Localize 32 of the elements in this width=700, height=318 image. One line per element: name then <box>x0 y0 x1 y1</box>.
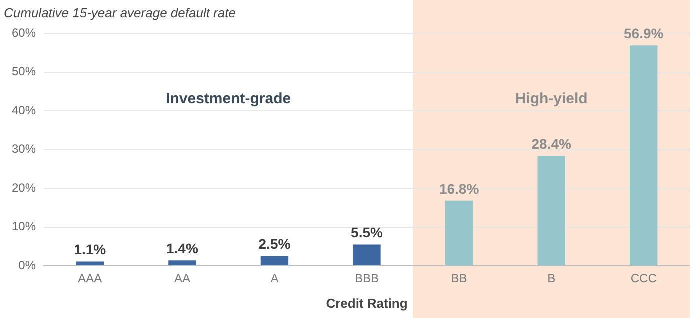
x-tick-label: A <box>270 272 279 286</box>
y-tick-label: 10% <box>12 220 36 234</box>
data-label: 2.5% <box>258 236 292 252</box>
data-label: 1.1% <box>74 242 107 258</box>
x-tick-label: AAA <box>78 272 102 286</box>
bar <box>168 260 196 266</box>
x-tick-label: BB <box>451 272 468 286</box>
y-tick-label: 60% <box>12 26 36 40</box>
annotation: Investment-grade <box>166 90 292 108</box>
y-tick-label: 30% <box>12 142 36 156</box>
y-tick-label: 0% <box>18 258 36 272</box>
x-axis-title: Credit Rating <box>326 296 408 311</box>
y-tick-label: 40% <box>12 103 36 118</box>
bar <box>76 262 104 266</box>
y-tick-label: 20% <box>12 180 36 195</box>
x-tick-label: B <box>548 272 556 286</box>
data-label: 16.8% <box>439 180 480 197</box>
band-label: High-yield <box>515 90 588 108</box>
data-label: 56.9% <box>624 25 664 42</box>
data-label: 1.4% <box>166 240 199 256</box>
bar <box>445 200 474 266</box>
bar <box>353 244 381 266</box>
x-tick-label: AA <box>174 272 190 286</box>
bar <box>630 46 658 266</box>
chart-title: Cumulative 15-year average default rate <box>4 5 236 20</box>
x-tick-label: CCC <box>630 272 658 286</box>
bar <box>538 156 566 266</box>
data-label: 28.4% <box>532 136 572 152</box>
x-tick-label: BBB <box>355 272 380 286</box>
y-tick-label: 50% <box>12 64 36 79</box>
data-label: 5.5% <box>351 224 384 241</box>
bar <box>260 256 289 266</box>
